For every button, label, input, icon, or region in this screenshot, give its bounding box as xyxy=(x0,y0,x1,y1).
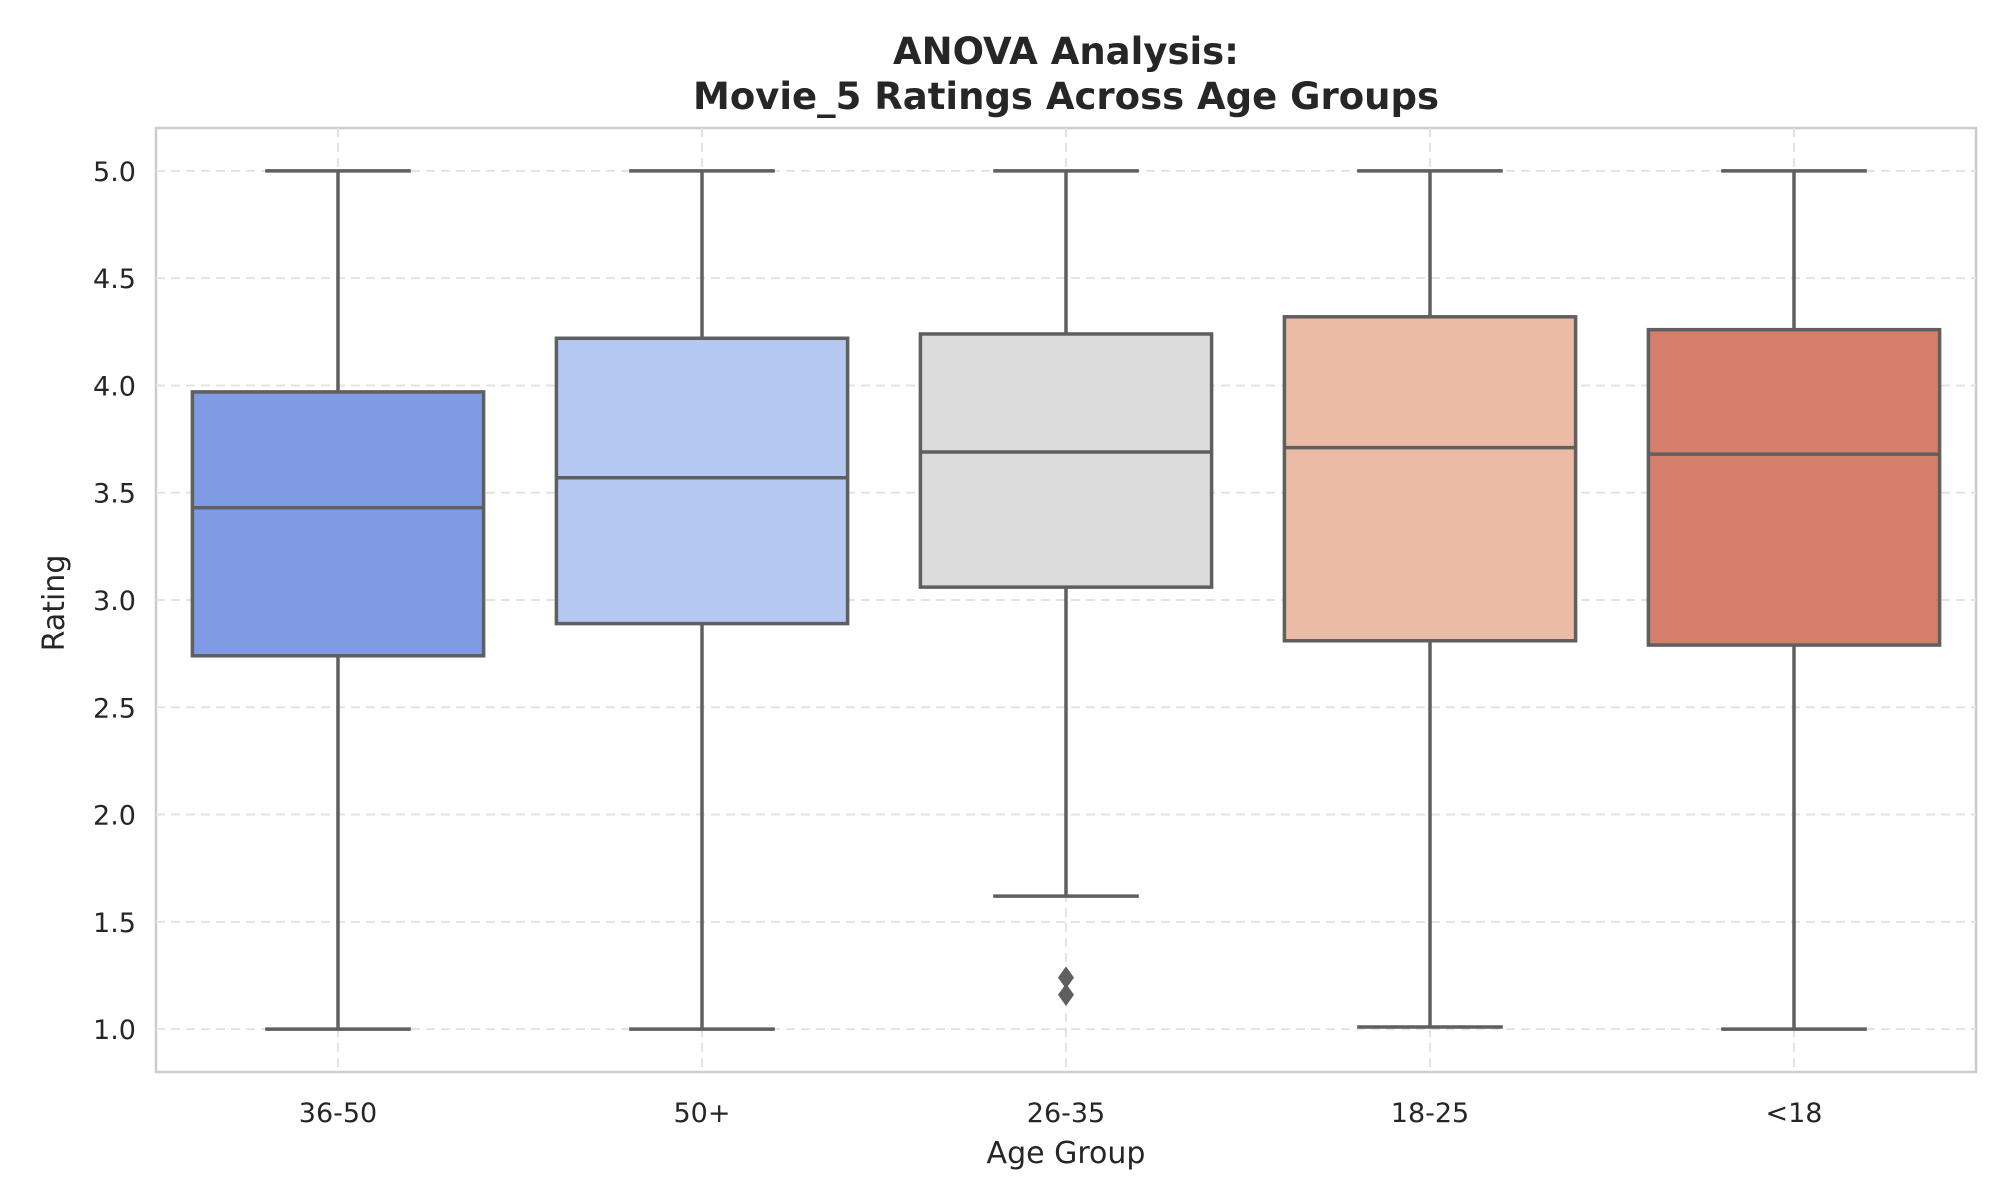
x-tick-label: 18-25 xyxy=(1391,1098,1469,1129)
y-tick-label: 5.0 xyxy=(93,157,136,188)
y-tick-label: 3.5 xyxy=(93,479,136,510)
x-tick-label: 36-50 xyxy=(299,1098,377,1129)
outlier-point xyxy=(1058,983,1074,1006)
y-tick-labels: 1.0 1.5 2.0 2.5 3.0 3.5 4.0 4.5 5.0 xyxy=(93,157,136,1046)
outlier-point xyxy=(1058,966,1074,989)
box-group-26-35 xyxy=(918,169,1214,1006)
y-axis-label: Rating xyxy=(37,555,72,652)
iqr-box xyxy=(554,336,850,626)
iqr-box xyxy=(190,390,486,658)
y-tick-label: 3.0 xyxy=(93,586,136,617)
x-tick-label: <18 xyxy=(1766,1098,1823,1129)
x-tick-label: 26-35 xyxy=(1027,1098,1105,1129)
box-layer xyxy=(190,169,1942,1031)
iqr-box xyxy=(918,332,1214,589)
y-tick-label: 2.5 xyxy=(93,693,136,724)
box-group-36-50 xyxy=(190,169,486,1031)
y-tick-label: 1.5 xyxy=(93,908,136,939)
box-group-18-25 xyxy=(1282,169,1578,1029)
iqr-box xyxy=(1282,315,1578,643)
x-tick-label: 50+ xyxy=(674,1098,731,1129)
box-group-<18 xyxy=(1646,169,1942,1031)
y-tick-label: 4.5 xyxy=(93,264,136,295)
chart-title-line-1: ANOVA Analysis: xyxy=(893,30,1239,73)
chart-title-line-2: Movie_5 Ratings Across Age Groups xyxy=(693,75,1439,118)
iqr-box xyxy=(1646,327,1942,647)
y-tick-label: 2.0 xyxy=(93,801,136,832)
y-tick-label: 4.0 xyxy=(93,371,136,402)
x-axis-label: Age Group xyxy=(987,1136,1146,1171)
x-tick-labels: 36-50 50+ 26-35 18-25 <18 xyxy=(299,1098,1823,1129)
y-tick-label: 1.0 xyxy=(93,1015,136,1046)
box-group-50+ xyxy=(554,169,850,1031)
